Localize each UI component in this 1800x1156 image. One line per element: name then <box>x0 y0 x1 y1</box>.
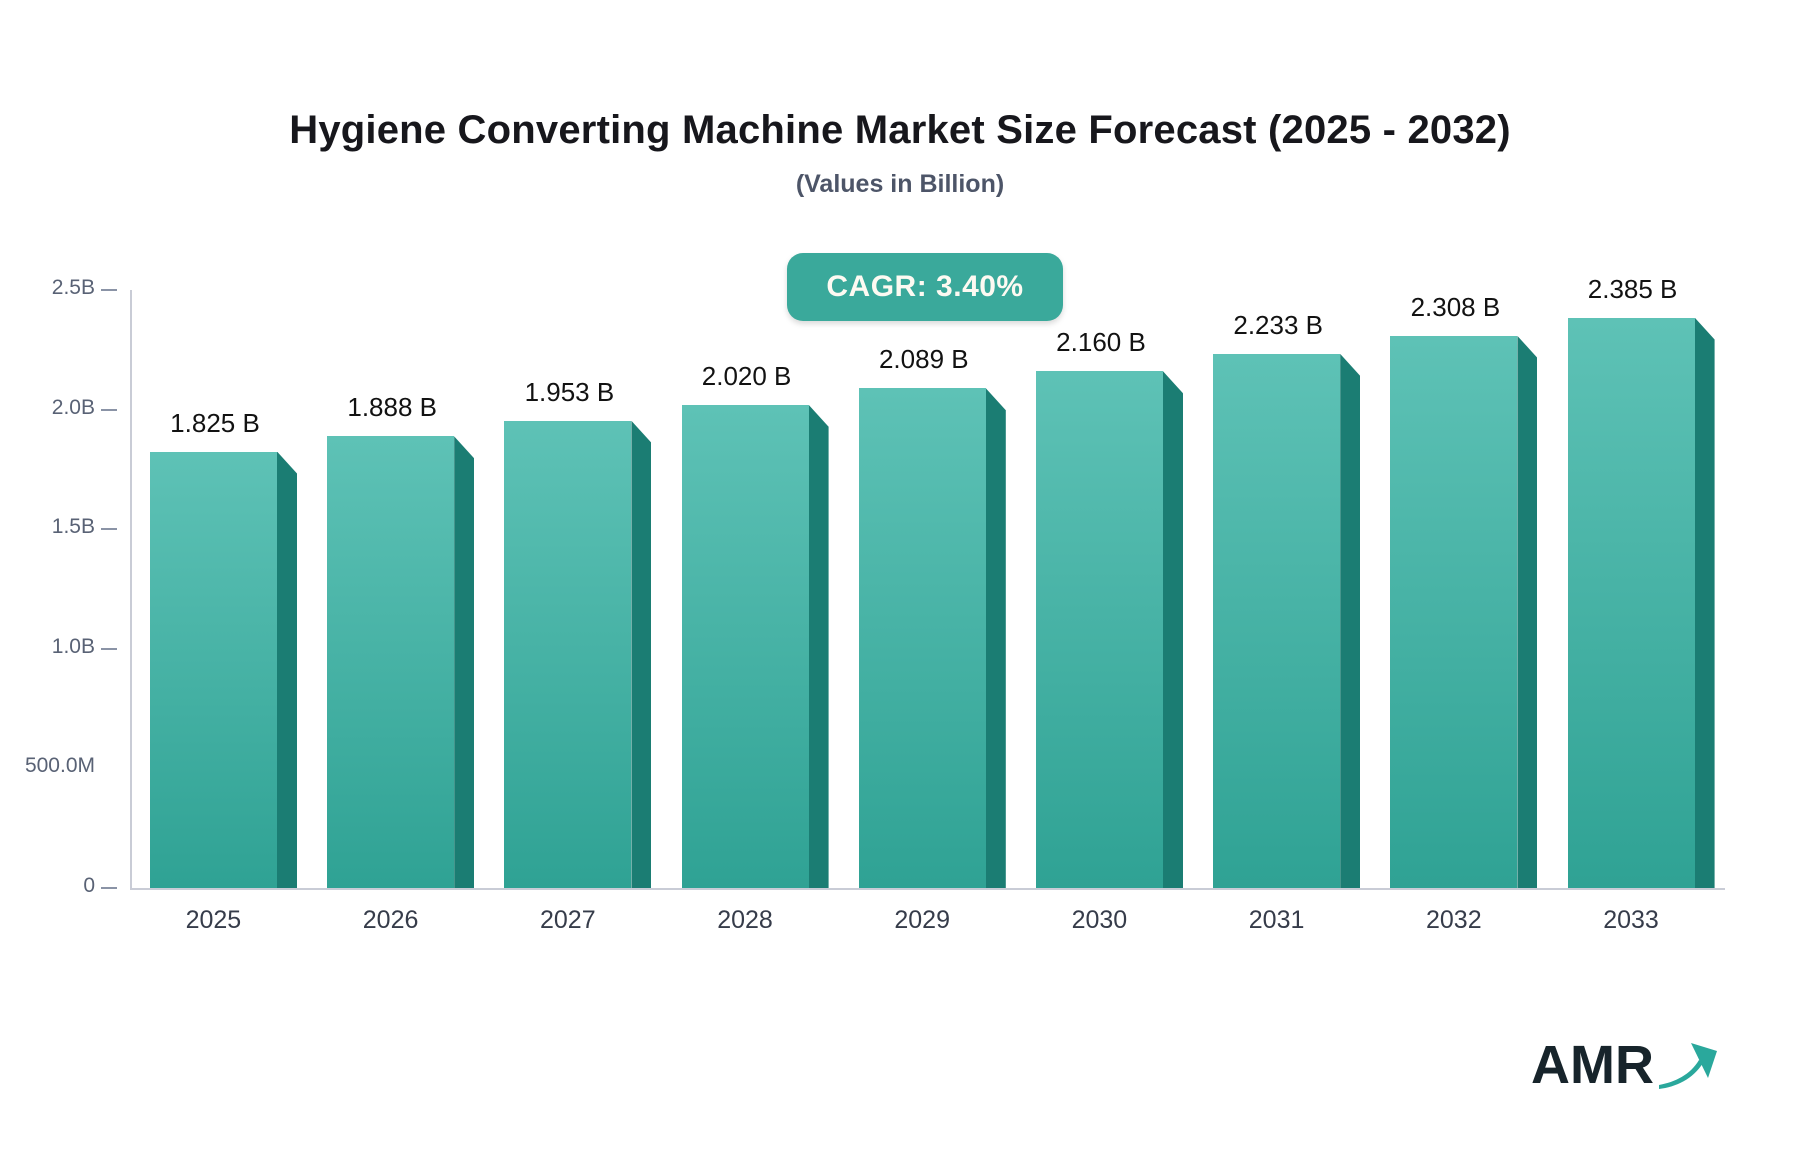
svg-text:AMR: AMR <box>1531 1035 1654 1095</box>
